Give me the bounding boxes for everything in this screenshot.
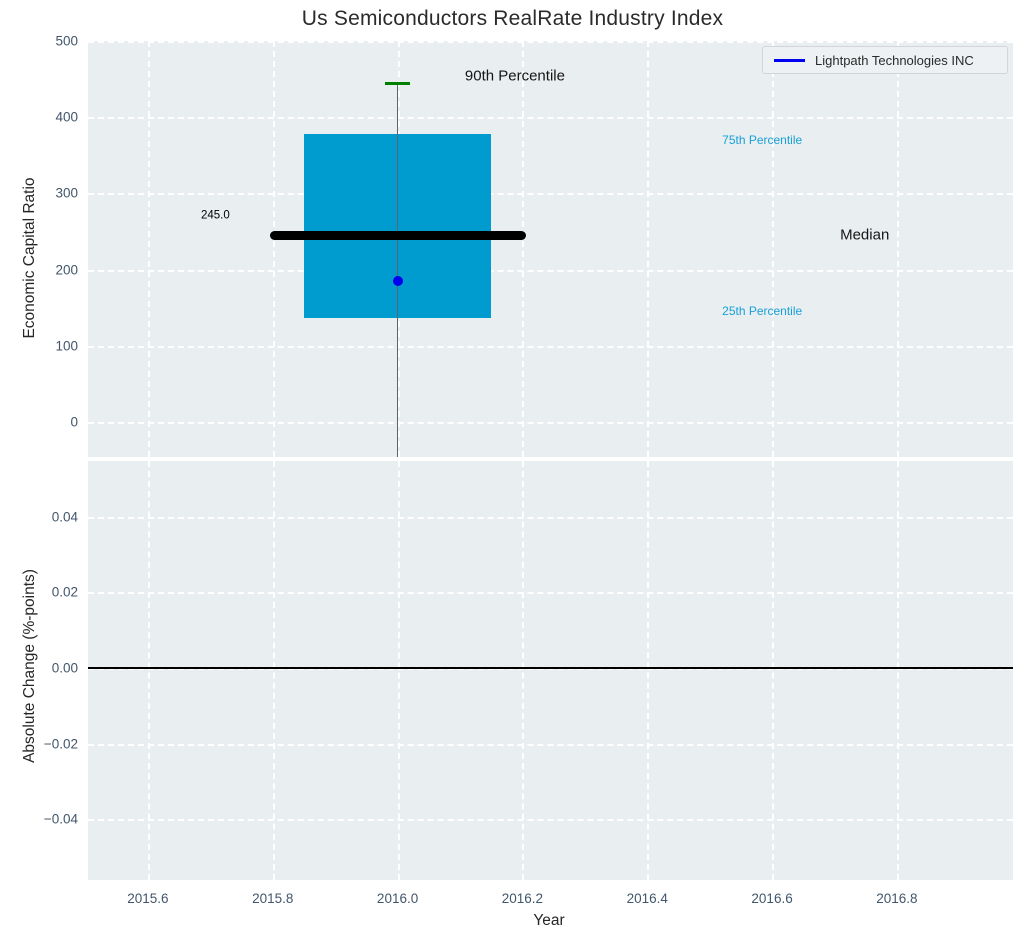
top-plot-area[interactable]	[88, 41, 1013, 457]
gridline-y-500	[88, 41, 1013, 43]
gridline-y-0.00	[88, 668, 1013, 671]
y2-tick-−0.02: −0.02	[43, 735, 78, 751]
y1-tick-100: 100	[55, 338, 78, 353]
x-tick-2015.8: 2015.8	[252, 891, 294, 906]
x-tick-2016.0: 2016.0	[376, 891, 419, 906]
gridline-y-−0.02	[88, 743, 1013, 746]
p90-cap-line	[385, 82, 411, 86]
annotation-75th-percentile: 75th Percentile	[722, 133, 803, 148]
gridline-x-2016.6	[772, 41, 775, 457]
gridline-x-2016.2	[522, 41, 525, 457]
y1-tick-300: 300	[55, 185, 78, 201]
zero-line	[88, 667, 1013, 669]
gridline-x-2015.8	[272, 461, 275, 880]
y1-tick-500: 500	[55, 33, 78, 49]
gridline-y-0	[88, 421, 1013, 424]
x-tick-2015.6: 2015.6	[127, 891, 169, 906]
x-axis-title: Year	[533, 912, 565, 929]
gridline-y-100	[88, 345, 1013, 348]
annotation-245-0: 245.0	[200, 209, 230, 222]
y-axis-title-top: Economic Capital Ratio	[21, 177, 38, 339]
annotation-25th-percentile: 25th Percentile	[722, 303, 803, 318]
y2-tick-0.04: 0.04	[51, 508, 78, 524]
gridline-x-2015.6	[147, 41, 150, 457]
y2-tick-−0.04: −0.04	[43, 811, 78, 827]
company-marker-dot	[392, 276, 403, 286]
x-tick-2016.8: 2016.8	[876, 891, 918, 906]
y1-tick-400: 400	[55, 109, 78, 125]
x-tick-2016.2: 2016.2	[501, 891, 544, 906]
gridline-x-2016.0	[397, 461, 400, 880]
gridline-x-2016.4	[647, 41, 650, 457]
x-tick-2016.6: 2016.6	[751, 891, 793, 906]
gridline-y-400	[88, 117, 1013, 120]
y1-tick-0: 0	[70, 414, 78, 430]
gridline-y-300	[88, 193, 1013, 196]
gridline-x-2016.8	[896, 461, 899, 880]
bottom-plot-area[interactable]	[88, 461, 1013, 880]
gridline-x-2016.8	[896, 41, 899, 457]
x-tick-2016.4: 2016.4	[626, 891, 668, 906]
gridline-y-0.04	[88, 516, 1013, 519]
y2-tick-0.02: 0.02	[51, 584, 78, 600]
gridline-x-2015.6	[147, 461, 150, 880]
annotation-90th-percentile: 90th Percentile	[464, 67, 565, 85]
gridline-y-200	[88, 269, 1013, 272]
whisker-line	[396, 83, 399, 457]
y2-tick-0.00: 0.00	[51, 660, 78, 676]
legend[interactable]: Lightpath Technologies INC	[762, 46, 1008, 74]
gridline-y-0.02	[88, 592, 1013, 595]
gridline-x-2016.2	[522, 461, 525, 880]
gridline-x-2016.4	[647, 461, 650, 880]
chart-title: Us Semiconductors RealRate Industry Inde…	[301, 7, 724, 30]
legend-label: Lightpath Technologies INC	[815, 52, 974, 68]
y1-tick-200: 200	[55, 261, 78, 277]
annotation-median: Median	[840, 226, 890, 244]
median-line	[269, 230, 526, 240]
gridline-y-−0.04	[88, 819, 1013, 822]
gridline-x-2015.8	[272, 41, 275, 457]
gridline-x-2016.6	[772, 461, 775, 880]
legend-line-swatch	[774, 58, 805, 62]
